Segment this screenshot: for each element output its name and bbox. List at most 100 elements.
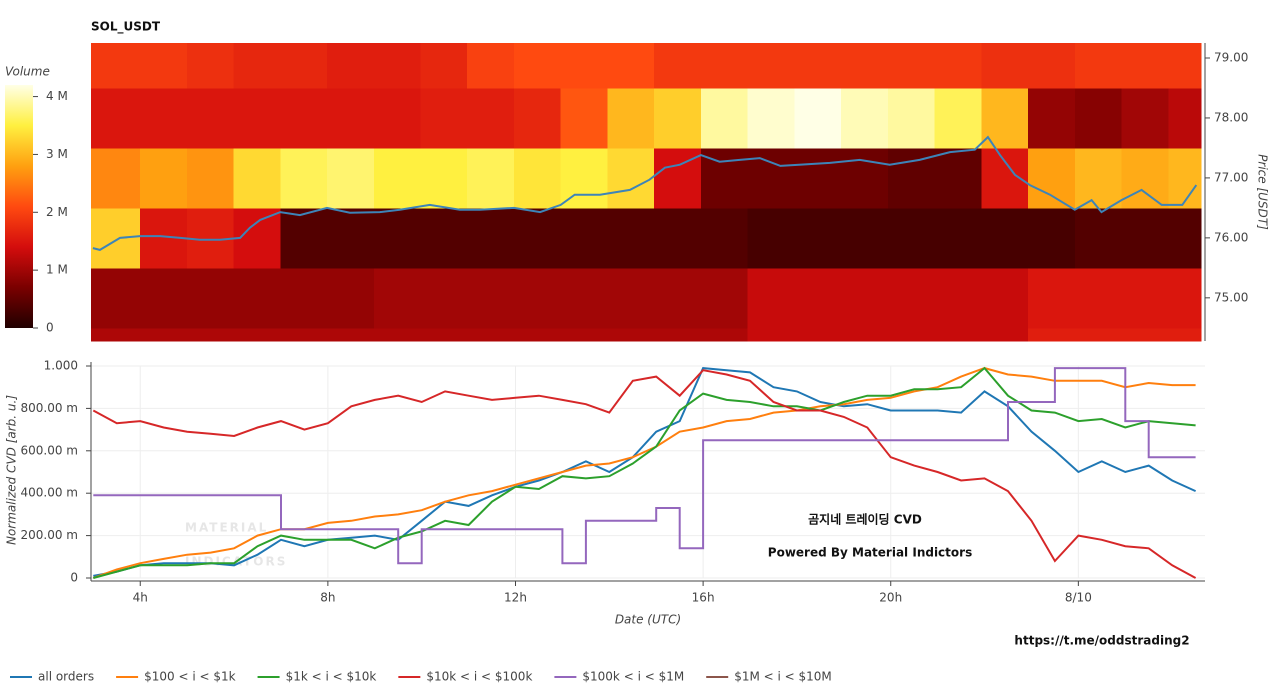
heat-cell [1168, 87, 1202, 149]
heat-cell [420, 327, 468, 342]
heat-cell [700, 43, 749, 89]
heat-cell [513, 207, 562, 269]
heat-cell [1074, 43, 1123, 89]
heat-cell [420, 87, 468, 149]
heat-cell [794, 267, 842, 329]
y-axis-title: Normalized CVD [arb. u.] [5, 395, 19, 545]
heat-cell [794, 87, 842, 149]
heat-cell [513, 327, 562, 342]
heat-cell [140, 87, 188, 149]
heat-cell [1168, 267, 1202, 329]
heat-cell [513, 147, 562, 209]
heat-cell [373, 207, 421, 269]
cvd-line [92, 367, 1196, 579]
y-tick-label: 1.000 [44, 359, 78, 373]
heat-cell [981, 327, 1029, 342]
heat-cell [327, 147, 375, 209]
legend-label: $100k < i < $1M [582, 670, 684, 684]
heat-cell [467, 327, 515, 342]
heat-cell [841, 147, 889, 209]
heat-cell [233, 267, 281, 329]
heat-cell [513, 267, 562, 329]
legend-label: $10k < i < $100k [426, 670, 532, 684]
heat-cell [560, 87, 608, 149]
heat-cell [747, 43, 795, 89]
heat-cell [233, 43, 281, 89]
heat-cell [327, 327, 375, 342]
colorbar [5, 85, 33, 328]
annotation: https://t.me/oddstrading2 [1014, 634, 1189, 648]
heat-cell [467, 207, 515, 269]
heat-cell [91, 87, 141, 149]
heat-cell [560, 327, 608, 342]
y-tick-label: 76.00 [1214, 230, 1248, 244]
legend-label: $100 < i < $1k [144, 670, 236, 684]
heat-cell [373, 147, 421, 209]
heat-cell [1028, 43, 1076, 89]
heat-cell [654, 87, 702, 149]
heat-cell [841, 87, 889, 149]
heat-cell [233, 327, 281, 342]
heat-cell [1028, 267, 1076, 329]
heat-cell [91, 43, 141, 89]
heat-cell [91, 207, 141, 269]
cvd-line [93, 367, 1196, 565]
heat-cell [91, 267, 141, 329]
heat-cell [887, 43, 936, 89]
cvd-line [93, 367, 1197, 577]
heat-cell [1168, 43, 1202, 89]
legend-label: all orders [38, 670, 94, 684]
heat-cell [700, 267, 749, 329]
heat-cell [1074, 207, 1123, 269]
heat-cell [747, 207, 795, 269]
heat-cell [887, 327, 936, 342]
annotation: 곰지네 트레이딩 CVD [808, 512, 922, 527]
heat-cell [841, 327, 889, 342]
heat-cell [607, 327, 655, 342]
heat-cell [747, 267, 795, 329]
legend-label: $1M < i < $10M [734, 670, 832, 684]
heat-cell [327, 267, 375, 329]
heat-cell [794, 327, 842, 342]
heat-cell [981, 267, 1029, 329]
heat-cell [186, 267, 235, 329]
heat-cell [1074, 327, 1123, 342]
x-tick-label: 4h [133, 591, 148, 605]
colorbar-tick-label: 1 M [46, 263, 68, 277]
heat-cell [560, 43, 608, 89]
heat-cell [700, 207, 749, 269]
heat-cell [747, 147, 795, 209]
heat-cell [794, 207, 842, 269]
heat-cell [934, 267, 982, 329]
heat-cell [654, 43, 702, 89]
heat-cell [373, 327, 421, 342]
heat-cell [280, 207, 328, 269]
heat-cell [841, 267, 889, 329]
watermark: MATERIAL [185, 521, 268, 535]
heat-cell [841, 43, 889, 89]
heat-cell [1074, 87, 1123, 149]
colorbar-tick-label: 2 M [46, 205, 68, 219]
y-axis-title: Price [USDT] [1256, 154, 1270, 230]
colorbar-tick-label: 0 [46, 321, 54, 335]
heat-cell [186, 87, 235, 149]
heat-cell [327, 87, 375, 149]
heat-cell [467, 267, 515, 329]
heat-cell [560, 267, 608, 329]
heat-cell [420, 43, 468, 89]
heat-cell [280, 267, 328, 329]
colorbar-title: Volume [5, 65, 50, 79]
heat-cell [140, 267, 188, 329]
y-tick-label: 200.00 m [21, 528, 79, 542]
heat-cell [607, 87, 655, 149]
y-tick-label: 78.00 [1214, 110, 1248, 124]
cvd-line [93, 366, 1196, 579]
heat-cell [607, 207, 655, 269]
heat-cell [467, 87, 515, 149]
heat-cell [1168, 207, 1202, 269]
heat-cell [233, 207, 281, 269]
heat-cell [1028, 207, 1076, 269]
heat-cell [654, 327, 702, 342]
heat-cell [327, 207, 375, 269]
